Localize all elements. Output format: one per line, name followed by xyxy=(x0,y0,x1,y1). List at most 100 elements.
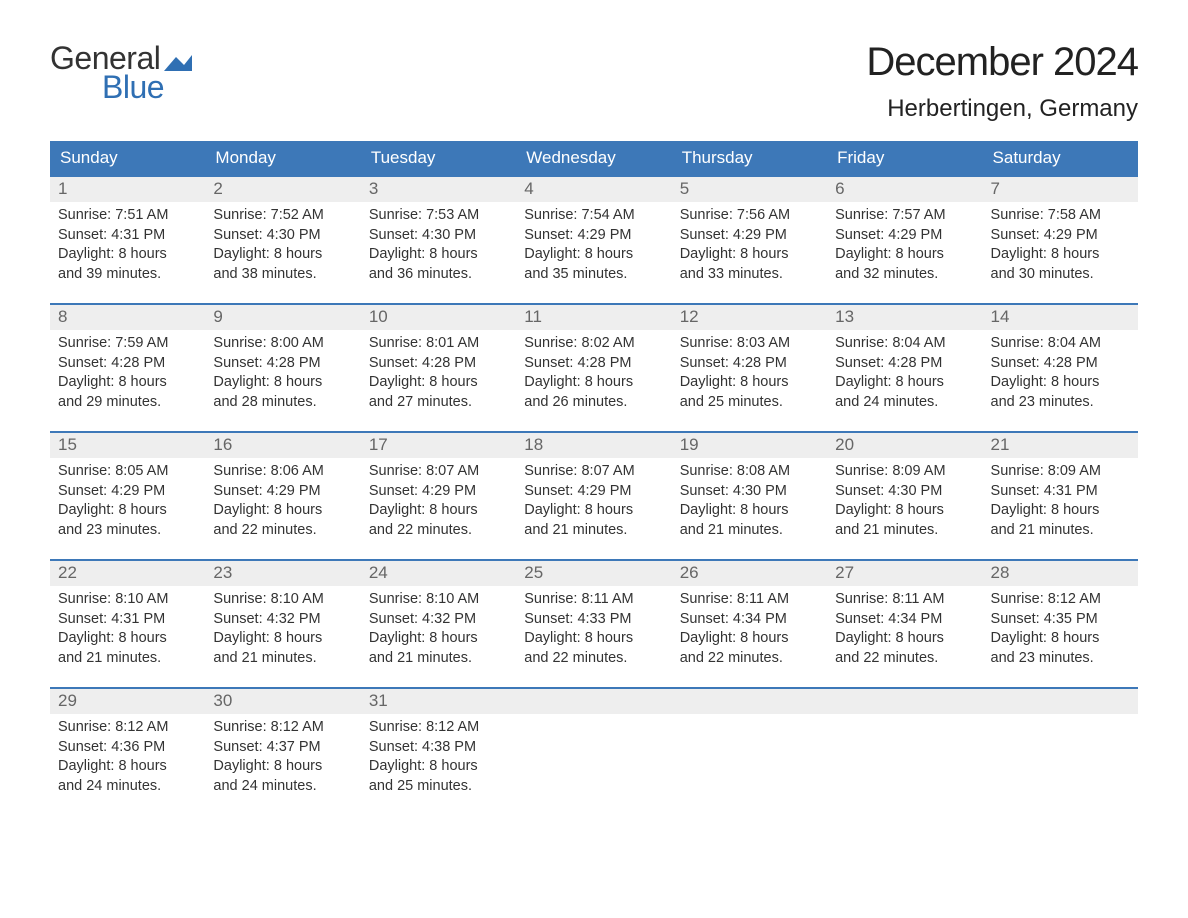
day-number xyxy=(827,689,982,714)
day-daylight2: and 24 minutes. xyxy=(835,393,974,413)
day-sunrise: Sunrise: 8:10 AM xyxy=(213,590,352,610)
day-number: 25 xyxy=(516,561,671,586)
day-header-tuesday: Tuesday xyxy=(361,141,516,175)
calendar-week: 1Sunrise: 7:51 AMSunset: 4:31 PMDaylight… xyxy=(50,175,1138,303)
day-sunset: Sunset: 4:30 PM xyxy=(835,482,974,502)
day-sunset: Sunset: 4:29 PM xyxy=(524,482,663,502)
calendar-day xyxy=(516,689,671,815)
day-sunset: Sunset: 4:31 PM xyxy=(58,610,197,630)
day-daylight1: Daylight: 8 hours xyxy=(680,245,819,265)
calendar: Sunday Monday Tuesday Wednesday Thursday… xyxy=(50,141,1138,815)
day-sunset: Sunset: 4:29 PM xyxy=(524,226,663,246)
day-number: 14 xyxy=(983,305,1138,330)
day-daylight2: and 21 minutes. xyxy=(835,521,974,541)
day-sunset: Sunset: 4:33 PM xyxy=(524,610,663,630)
day-daylight1: Daylight: 8 hours xyxy=(58,245,197,265)
calendar-day: 24Sunrise: 8:10 AMSunset: 4:32 PMDayligh… xyxy=(361,561,516,687)
day-daylight1: Daylight: 8 hours xyxy=(213,757,352,777)
day-daylight2: and 21 minutes. xyxy=(524,521,663,541)
day-sunrise: Sunrise: 8:08 AM xyxy=(680,462,819,482)
calendar-day: 3Sunrise: 7:53 AMSunset: 4:30 PMDaylight… xyxy=(361,177,516,303)
day-daylight1: Daylight: 8 hours xyxy=(991,501,1130,521)
calendar-day: 5Sunrise: 7:56 AMSunset: 4:29 PMDaylight… xyxy=(672,177,827,303)
day-sunset: Sunset: 4:28 PM xyxy=(835,354,974,374)
day-sunrise: Sunrise: 7:56 AM xyxy=(680,206,819,226)
day-daylight1: Daylight: 8 hours xyxy=(369,629,508,649)
calendar-day: 9Sunrise: 8:00 AMSunset: 4:28 PMDaylight… xyxy=(205,305,360,431)
day-sunset: Sunset: 4:28 PM xyxy=(524,354,663,374)
day-daylight1: Daylight: 8 hours xyxy=(58,373,197,393)
day-number: 8 xyxy=(50,305,205,330)
day-sunset: Sunset: 4:36 PM xyxy=(58,738,197,758)
calendar-day: 15Sunrise: 8:05 AMSunset: 4:29 PMDayligh… xyxy=(50,433,205,559)
day-sunset: Sunset: 4:30 PM xyxy=(680,482,819,502)
day-daylight2: and 28 minutes. xyxy=(213,393,352,413)
calendar-day: 19Sunrise: 8:08 AMSunset: 4:30 PMDayligh… xyxy=(672,433,827,559)
day-number xyxy=(983,689,1138,714)
day-sunset: Sunset: 4:28 PM xyxy=(369,354,508,374)
day-daylight1: Daylight: 8 hours xyxy=(680,373,819,393)
day-number: 15 xyxy=(50,433,205,458)
day-number: 23 xyxy=(205,561,360,586)
day-sunrise: Sunrise: 8:07 AM xyxy=(369,462,508,482)
day-sunset: Sunset: 4:31 PM xyxy=(991,482,1130,502)
day-sunrise: Sunrise: 8:03 AM xyxy=(680,334,819,354)
calendar-day xyxy=(983,689,1138,815)
day-sunrise: Sunrise: 7:53 AM xyxy=(369,206,508,226)
day-number: 26 xyxy=(672,561,827,586)
day-daylight1: Daylight: 8 hours xyxy=(835,629,974,649)
day-sunrise: Sunrise: 8:12 AM xyxy=(58,718,197,738)
day-daylight2: and 39 minutes. xyxy=(58,265,197,285)
day-daylight1: Daylight: 8 hours xyxy=(991,629,1130,649)
day-daylight1: Daylight: 8 hours xyxy=(213,629,352,649)
day-number xyxy=(516,689,671,714)
day-sunset: Sunset: 4:29 PM xyxy=(835,226,974,246)
day-daylight2: and 22 minutes. xyxy=(369,521,508,541)
day-number: 30 xyxy=(205,689,360,714)
day-daylight2: and 22 minutes. xyxy=(524,649,663,669)
day-sunrise: Sunrise: 8:02 AM xyxy=(524,334,663,354)
brand-logo: General Blue xyxy=(50,40,192,106)
calendar-week: 15Sunrise: 8:05 AMSunset: 4:29 PMDayligh… xyxy=(50,431,1138,559)
day-sunrise: Sunrise: 8:12 AM xyxy=(213,718,352,738)
day-sunset: Sunset: 4:30 PM xyxy=(213,226,352,246)
day-sunrise: Sunrise: 8:11 AM xyxy=(524,590,663,610)
day-number: 4 xyxy=(516,177,671,202)
day-daylight2: and 35 minutes. xyxy=(524,265,663,285)
day-sunset: Sunset: 4:35 PM xyxy=(991,610,1130,630)
day-number xyxy=(672,689,827,714)
day-daylight2: and 38 minutes. xyxy=(213,265,352,285)
day-daylight2: and 29 minutes. xyxy=(58,393,197,413)
calendar-day: 14Sunrise: 8:04 AMSunset: 4:28 PMDayligh… xyxy=(983,305,1138,431)
day-sunset: Sunset: 4:34 PM xyxy=(680,610,819,630)
day-daylight1: Daylight: 8 hours xyxy=(991,245,1130,265)
calendar-day: 18Sunrise: 8:07 AMSunset: 4:29 PMDayligh… xyxy=(516,433,671,559)
calendar-day-header: Sunday Monday Tuesday Wednesday Thursday… xyxy=(50,141,1138,175)
day-number: 20 xyxy=(827,433,982,458)
day-sunset: Sunset: 4:29 PM xyxy=(213,482,352,502)
day-header-monday: Monday xyxy=(205,141,360,175)
calendar-day: 21Sunrise: 8:09 AMSunset: 4:31 PMDayligh… xyxy=(983,433,1138,559)
day-sunrise: Sunrise: 8:04 AM xyxy=(991,334,1130,354)
day-sunset: Sunset: 4:29 PM xyxy=(369,482,508,502)
day-number: 29 xyxy=(50,689,205,714)
day-daylight2: and 27 minutes. xyxy=(369,393,508,413)
calendar-day: 6Sunrise: 7:57 AMSunset: 4:29 PMDaylight… xyxy=(827,177,982,303)
day-sunset: Sunset: 4:28 PM xyxy=(991,354,1130,374)
day-daylight2: and 25 minutes. xyxy=(680,393,819,413)
day-daylight1: Daylight: 8 hours xyxy=(680,629,819,649)
day-sunset: Sunset: 4:30 PM xyxy=(369,226,508,246)
day-daylight2: and 33 minutes. xyxy=(680,265,819,285)
day-sunrise: Sunrise: 8:10 AM xyxy=(58,590,197,610)
day-number: 1 xyxy=(50,177,205,202)
day-number: 11 xyxy=(516,305,671,330)
day-daylight2: and 21 minutes. xyxy=(369,649,508,669)
day-sunset: Sunset: 4:32 PM xyxy=(213,610,352,630)
calendar-day: 10Sunrise: 8:01 AMSunset: 4:28 PMDayligh… xyxy=(361,305,516,431)
day-number: 28 xyxy=(983,561,1138,586)
day-number: 3 xyxy=(361,177,516,202)
day-daylight2: and 21 minutes. xyxy=(680,521,819,541)
day-sunset: Sunset: 4:34 PM xyxy=(835,610,974,630)
day-daylight2: and 22 minutes. xyxy=(680,649,819,669)
day-daylight2: and 22 minutes. xyxy=(213,521,352,541)
